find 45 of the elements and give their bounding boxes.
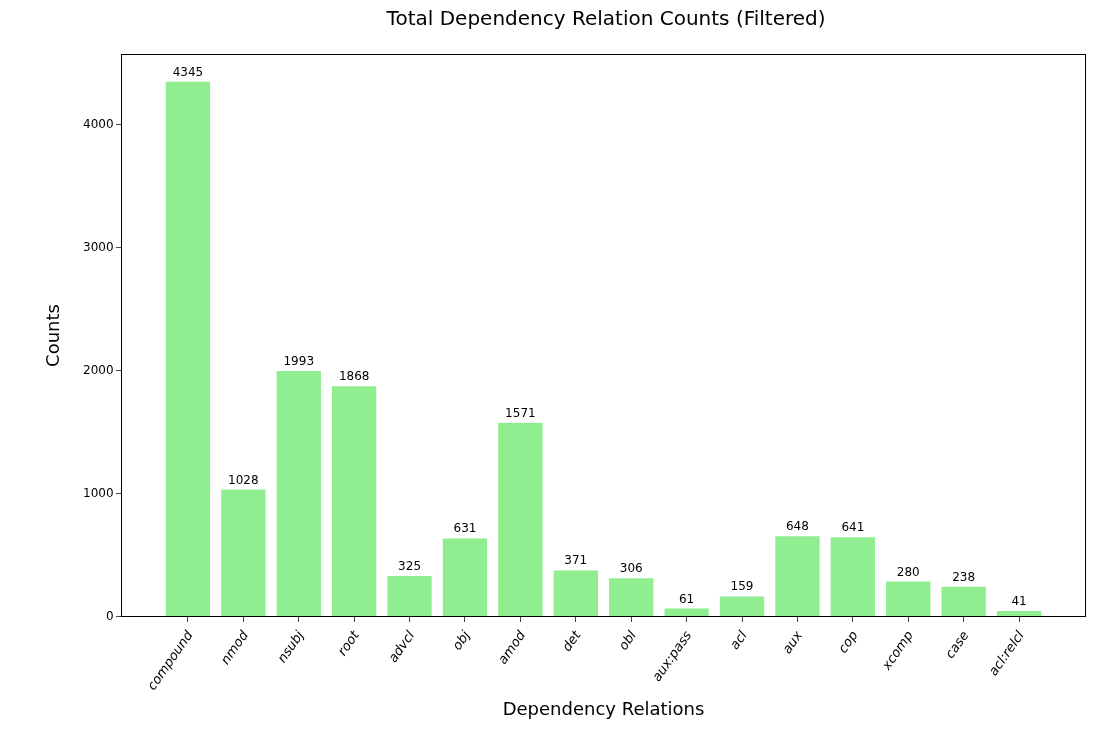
bar — [332, 386, 377, 616]
x-tick-label: obl — [615, 627, 640, 653]
y-tick-label: 3000 — [83, 240, 114, 255]
data-label: 159 — [730, 579, 754, 594]
data-label: 306 — [619, 561, 643, 576]
y-tick-label: 0 — [105, 609, 114, 624]
bar — [609, 578, 654, 616]
data-label: 280 — [896, 564, 920, 579]
bar — [553, 570, 598, 616]
bar — [387, 576, 432, 616]
y-tick-label: 4000 — [83, 117, 114, 132]
y-tick-label: 1000 — [83, 486, 114, 501]
data-label: 1028 — [228, 472, 259, 487]
bar — [442, 538, 488, 616]
x-tick-label: cop — [834, 627, 861, 656]
bar — [996, 610, 1042, 616]
y-tick-label: 2000 — [83, 363, 114, 378]
chart-title: Total Dependency Relation Counts (Filtered) — [385, 6, 826, 31]
data-label: 1993 — [283, 353, 315, 368]
data-label: 641 — [841, 520, 865, 535]
bar — [719, 596, 765, 616]
bar — [498, 422, 543, 616]
bar — [830, 537, 875, 616]
bar — [221, 489, 266, 616]
data-label: 371 — [564, 553, 588, 568]
data-label: 325 — [398, 559, 422, 574]
x-tick-label: det — [559, 627, 585, 655]
y-axis-title: Counts — [42, 304, 64, 367]
data-label: 61 — [678, 591, 695, 606]
x-axis-title: Dependency Relations — [502, 697, 705, 719]
data-label: 4345 — [172, 64, 204, 79]
data-label: 238 — [952, 569, 976, 584]
data-label: 1571 — [505, 405, 536, 420]
data-label: 648 — [785, 519, 809, 534]
x-tick-label: obj — [449, 627, 473, 653]
data-label: 631 — [453, 521, 477, 536]
bar — [165, 81, 211, 616]
data-label: 1868 — [338, 369, 370, 384]
bar — [886, 581, 931, 616]
bar — [775, 536, 820, 616]
bar — [276, 370, 321, 616]
data-label: 41 — [1011, 593, 1027, 608]
bar — [941, 586, 986, 616]
bar — [664, 608, 709, 616]
x-tick-label: acl — [726, 627, 751, 652]
